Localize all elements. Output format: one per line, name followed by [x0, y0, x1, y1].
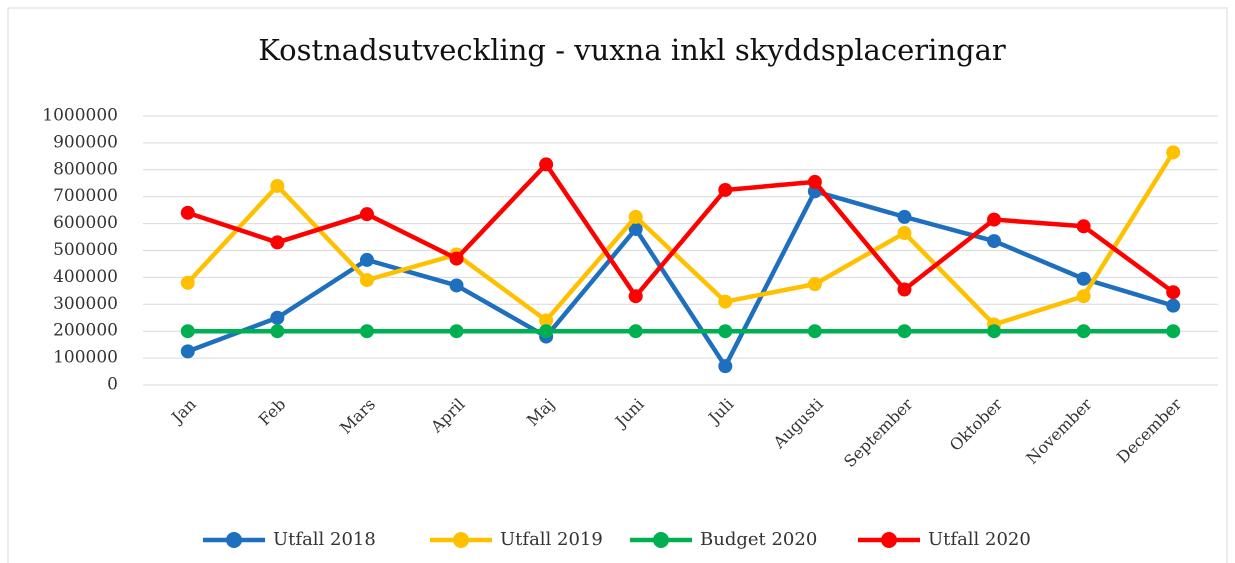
point [628, 289, 643, 304]
chart-title: Kostnadsutveckling - vuxna inkl skyddspl… [258, 33, 1006, 67]
y-tick-label: 500000 [53, 240, 118, 260]
legend-label: Utfall 2018 [273, 529, 376, 550]
point [359, 273, 374, 288]
point [180, 275, 195, 290]
point [897, 282, 912, 297]
point [270, 178, 285, 193]
point [807, 277, 822, 292]
legend-item: Utfall 2018 [203, 529, 376, 550]
point [539, 324, 554, 339]
point [180, 344, 195, 359]
point [897, 209, 912, 224]
point [1076, 271, 1091, 286]
chart-frame [7, 7, 1228, 563]
point [1076, 289, 1091, 304]
point [180, 324, 195, 339]
point [897, 324, 912, 339]
point [359, 252, 374, 267]
point [1166, 324, 1181, 339]
point [1166, 145, 1181, 160]
point [359, 207, 374, 222]
y-tick-label: 1000000 [42, 106, 118, 126]
point [628, 209, 643, 224]
point [270, 310, 285, 325]
point [987, 234, 1002, 249]
point [628, 324, 643, 339]
y-tick-label: 600000 [53, 213, 118, 233]
legend-marker [881, 532, 897, 548]
point [718, 324, 733, 339]
y-tick-label: 700000 [53, 186, 118, 206]
point [180, 205, 195, 220]
point [449, 251, 464, 266]
point [807, 324, 822, 339]
y-tick-label: 0 [107, 375, 118, 395]
legend-label: Utfall 2020 [928, 529, 1031, 550]
point [1076, 324, 1091, 339]
point [1166, 298, 1181, 313]
point [897, 226, 912, 241]
y-tick-label: 900000 [53, 132, 118, 152]
point [718, 294, 733, 309]
series-line [187, 162, 1175, 299]
legend-item: Utfall 2019 [430, 529, 603, 550]
legend-marker [653, 532, 669, 548]
point [539, 313, 554, 328]
y-tick-label: 300000 [53, 294, 118, 314]
legend-item: Budget 2020 [630, 529, 817, 550]
point [359, 324, 374, 339]
series-line [186, 151, 1176, 327]
series-line [187, 189, 1174, 369]
point [807, 174, 822, 189]
point [449, 324, 464, 339]
point [718, 182, 733, 197]
point [270, 324, 285, 339]
point [1076, 219, 1091, 234]
point [270, 235, 285, 250]
point [539, 157, 554, 172]
legend-marker [453, 532, 469, 548]
point [987, 324, 1002, 339]
point [718, 359, 733, 374]
y-tick-label: 100000 [53, 348, 118, 368]
legend-label: Utfall 2019 [500, 529, 603, 550]
point [449, 278, 464, 293]
legend-marker [226, 532, 242, 548]
point [987, 212, 1002, 227]
point [628, 221, 643, 236]
legend-label: Budget 2020 [700, 529, 817, 550]
y-tick-label: 800000 [53, 159, 118, 179]
point [1166, 285, 1181, 300]
legend-item: Utfall 2020 [858, 529, 1031, 550]
y-tick-label: 200000 [53, 321, 118, 341]
y-tick-label: 400000 [53, 267, 118, 287]
